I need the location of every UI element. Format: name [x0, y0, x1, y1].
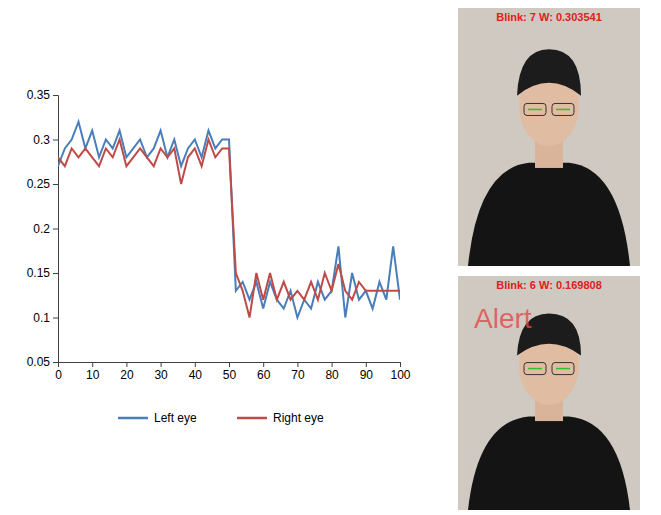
eye-contour [556, 109, 570, 111]
tick-label: 0 [55, 368, 62, 382]
canvas: 0 10 20 30 40 50 60 70 80 90 100 0.05 0.1 0.15 0.2 0.25… [0, 0, 661, 515]
tick: 30 [154, 362, 168, 382]
tick-mark [161, 362, 162, 367]
legend-label: Left eye [154, 411, 197, 425]
plot-lines [58, 122, 400, 318]
alert-label: Alert [474, 303, 532, 334]
line-series [58, 122, 400, 318]
tick: 60 [257, 362, 271, 382]
tick-label: 30 [154, 368, 168, 382]
tick: 0.25 [27, 177, 58, 191]
tick: 40 [189, 362, 203, 382]
photo-panel: Blink: 6 W: 0.169808 Alert [458, 276, 640, 510]
tick: 0.2 [33, 222, 58, 236]
tick-label: 80 [325, 368, 339, 382]
legend-label: Right eye [273, 411, 324, 425]
tick-mark [126, 362, 127, 367]
glasses [524, 363, 546, 375]
line-series [58, 140, 400, 318]
person-hair [517, 49, 581, 95]
photo-panel: Blink: 7 W: 0.303541 [458, 8, 640, 266]
tick-mark [53, 362, 58, 363]
axis-line [53, 96, 59, 363]
glasses [552, 363, 574, 375]
legend-item: Left eye [118, 411, 197, 425]
tick-mark [332, 362, 333, 367]
x-axis: 0 10 20 30 40 50 60 70 80 90 100 [55, 362, 411, 382]
person-body [468, 416, 630, 510]
tick-mark [53, 95, 58, 96]
tick-mark [53, 273, 58, 274]
tick-mark [53, 140, 58, 141]
tick: 0 [55, 362, 62, 382]
tick-label: 70 [291, 368, 305, 382]
tick-label: 0.05 [27, 355, 51, 369]
tick-mark [92, 362, 93, 367]
tick-mark [53, 318, 58, 319]
tick-label: 0.3 [33, 133, 50, 147]
photo-background [458, 276, 640, 510]
tick: 100 [390, 362, 410, 382]
glasses [524, 103, 546, 115]
tick-label: 0.25 [27, 177, 51, 191]
eye-contour [556, 368, 570, 370]
eye-contour [528, 109, 542, 111]
tick: 70 [291, 362, 305, 382]
legend-swatch [118, 417, 148, 420]
tick-label: 60 [257, 368, 271, 382]
tick-mark [400, 362, 401, 367]
tick-label: 40 [189, 368, 203, 382]
tick-mark [53, 229, 58, 230]
photo-background [458, 8, 640, 266]
tick: 0.05 [27, 355, 58, 369]
tick: 10 [86, 362, 100, 382]
tick: 90 [360, 362, 374, 382]
tick-mark [297, 362, 298, 367]
photo-header: Blink: 7 W: 0.303541 [496, 11, 602, 23]
tick-label: 10 [86, 368, 100, 382]
tick: 0.3 [33, 133, 58, 147]
tick: 50 [223, 362, 237, 382]
tick: 20 [120, 362, 134, 382]
tick-mark [53, 184, 58, 185]
tick-mark [366, 362, 367, 367]
tick-label: 0.1 [33, 311, 50, 325]
tick: 0.15 [27, 266, 58, 280]
tick-mark [195, 362, 196, 367]
photo-header: Blink: 6 W: 0.169808 [496, 279, 602, 291]
tick-label: 20 [120, 368, 134, 382]
tick-mark [263, 362, 264, 367]
legend-swatch [237, 417, 267, 420]
person-body [468, 163, 630, 266]
tick: 0.35 [27, 88, 58, 102]
eye-contour [528, 368, 542, 370]
axis-line [59, 363, 401, 368]
legend: Left eye Right eye [118, 411, 324, 425]
tick: 80 [325, 362, 339, 382]
glasses [552, 103, 574, 115]
tick-label: 50 [223, 368, 237, 382]
tick-label: 0.35 [27, 88, 51, 102]
tick-label: 90 [360, 368, 374, 382]
tick-label: 0.15 [27, 266, 51, 280]
tick-mark [229, 362, 230, 367]
tick-label: 100 [390, 368, 410, 382]
legend-item: Right eye [237, 411, 324, 425]
y-axis: 0.05 0.1 0.15 0.2 0.25 0.3 0.35 [27, 88, 59, 369]
tick-label: 0.2 [33, 222, 50, 236]
tick: 0.1 [33, 311, 58, 325]
